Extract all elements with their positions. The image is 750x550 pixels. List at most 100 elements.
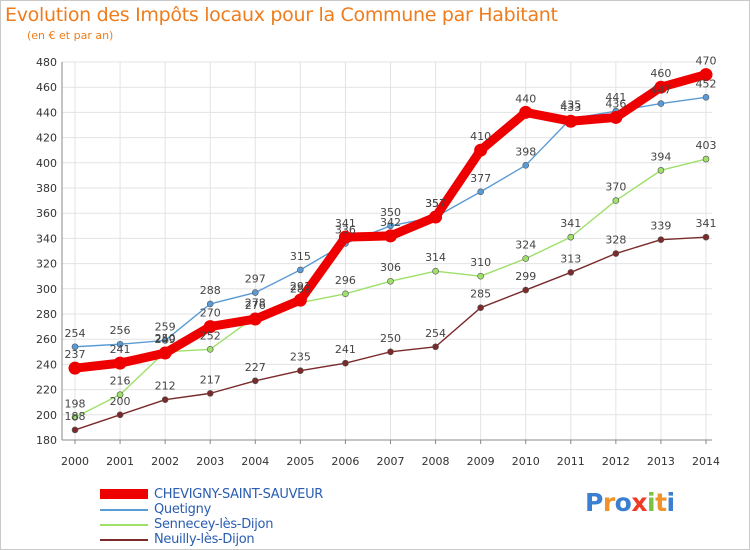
- data-point-chevigny: [474, 143, 488, 157]
- data-label-neuilly: 241: [335, 343, 356, 356]
- data-label-chevigny: 460: [650, 67, 671, 80]
- data-point-chevigny: [429, 210, 443, 224]
- data-point-chevigny: [248, 312, 262, 326]
- data-point-chevigny: [609, 110, 623, 124]
- data-point-sennecey: [342, 290, 349, 298]
- y-tick-label: 340: [36, 232, 57, 245]
- data-point-neuilly: [432, 343, 439, 351]
- data-label-sennecey: 198: [65, 397, 86, 410]
- data-point-sennecey: [116, 391, 124, 398]
- data-point-chevigny: [68, 361, 82, 375]
- data-point-neuilly: [522, 286, 530, 294]
- data-point-quetigny: [387, 222, 394, 230]
- data-label-neuilly: 339: [650, 220, 671, 233]
- legend-swatch-quetigny: [100, 509, 148, 511]
- data-point-sennecey: [567, 233, 575, 241]
- data-point-neuilly: [206, 390, 214, 397]
- data-label-quetigny: 315: [290, 250, 311, 263]
- data-point-quetigny: [522, 162, 530, 169]
- data-label-quetigny: 259: [155, 320, 176, 333]
- data-label-quetigny: 297: [245, 273, 266, 286]
- data-label-chevigny: 440: [515, 92, 536, 105]
- data-point-sennecey: [522, 255, 530, 262]
- data-point-quetigny: [702, 93, 710, 101]
- data-label-neuilly: 212: [155, 380, 176, 393]
- data-point-chevigny: [158, 346, 172, 360]
- data-label-chevigny: 341: [335, 217, 356, 230]
- x-tick-label: 2000: [61, 455, 89, 468]
- proxiti-logo: Proxiti: [585, 488, 675, 517]
- x-tick-label: 2001: [106, 455, 134, 468]
- data-label-chevigny: 276: [245, 299, 266, 312]
- data-point-sennecey: [612, 197, 620, 204]
- data-point-chevigny: [293, 293, 307, 307]
- x-tick-label: 2010: [512, 455, 540, 468]
- data-point-quetigny: [161, 337, 169, 344]
- data-point-quetigny: [71, 343, 79, 351]
- data-point-neuilly: [161, 396, 169, 403]
- data-label-sennecey: 324: [515, 239, 536, 252]
- data-point-chevigny: [384, 229, 397, 243]
- data-label-sennecey: 370: [605, 181, 626, 194]
- x-tick-label: 2011: [557, 455, 585, 468]
- data-point-neuilly: [477, 304, 484, 312]
- data-point-chevigny: [654, 80, 668, 94]
- plot-area: [62, 62, 712, 440]
- legend-swatch-neuilly: [100, 539, 148, 541]
- data-point-chevigny: [519, 105, 533, 119]
- data-label-neuilly: 285: [470, 288, 491, 301]
- x-tick-label: 2009: [467, 455, 495, 468]
- y-tick-label: 440: [36, 106, 57, 119]
- y-tick-label: 320: [36, 258, 57, 271]
- data-label-neuilly: 313: [560, 252, 581, 265]
- data-label-quetigny: 441: [605, 91, 626, 104]
- y-tick-label: 380: [36, 182, 57, 195]
- logo-letter: x: [631, 488, 647, 517]
- data-label-quetigny: 256: [110, 324, 131, 337]
- data-label-neuilly: 188: [65, 410, 86, 423]
- x-tick-label: 2002: [151, 455, 179, 468]
- data-label-quetigny: 398: [515, 145, 536, 158]
- legend-label-quetigny: Quetigny: [154, 502, 211, 517]
- axis-layer: 180 200 220 240 260 280 300 320 340 360 380 400 420 4…: [36, 56, 720, 468]
- data-point-neuilly: [702, 233, 710, 241]
- data-label-chevigny: 470: [696, 55, 717, 68]
- data-label-quetigny: 452: [696, 77, 717, 90]
- data-label-quetigny: 435: [560, 99, 581, 112]
- data-point-quetigny: [657, 100, 665, 107]
- data-point-chevigny: [338, 230, 352, 244]
- logo-letter: i: [647, 488, 656, 517]
- data-label-chevigny: 357: [425, 197, 446, 210]
- chart-subtitle: (en € et par an): [27, 29, 114, 42]
- data-point-sennecey: [432, 267, 439, 275]
- data-label-chevigny: 270: [200, 307, 221, 320]
- y-tick-label: 280: [36, 308, 57, 321]
- data-label-neuilly: 227: [245, 361, 266, 374]
- data-label-sennecey: 278: [245, 297, 266, 310]
- data-label-sennecey: 314: [425, 251, 446, 264]
- data-point-neuilly: [116, 411, 124, 419]
- data-label-neuilly: 254: [425, 327, 446, 340]
- data-point-sennecey: [71, 414, 79, 421]
- data-point-neuilly: [387, 348, 394, 356]
- legend-label-neuilly: Neuilly-lès-Dijon: [154, 532, 255, 547]
- data-point-neuilly: [567, 269, 575, 276]
- data-point-sennecey: [477, 272, 484, 280]
- data-label-sennecey: 310: [470, 256, 491, 269]
- data-point-chevigny: [564, 114, 578, 128]
- data-label-quetigny: 447: [650, 84, 671, 97]
- y-tick-label: 360: [36, 207, 57, 220]
- data-label-chevigny: 342: [380, 216, 401, 229]
- data-point-neuilly: [251, 377, 259, 385]
- data-point-sennecey: [387, 277, 394, 285]
- data-label-quetigny: 254: [65, 327, 86, 340]
- data-label-chevigny: 291: [290, 280, 311, 293]
- y-tick-label: 180: [36, 434, 57, 447]
- y-tick-label: 480: [36, 56, 57, 69]
- logo-letter: t: [655, 488, 667, 517]
- data-label-sennecey: 394: [650, 150, 671, 163]
- y-tick-label: 260: [36, 333, 57, 346]
- x-tick-label: 2005: [286, 455, 314, 468]
- grid-layer: [62, 61, 712, 441]
